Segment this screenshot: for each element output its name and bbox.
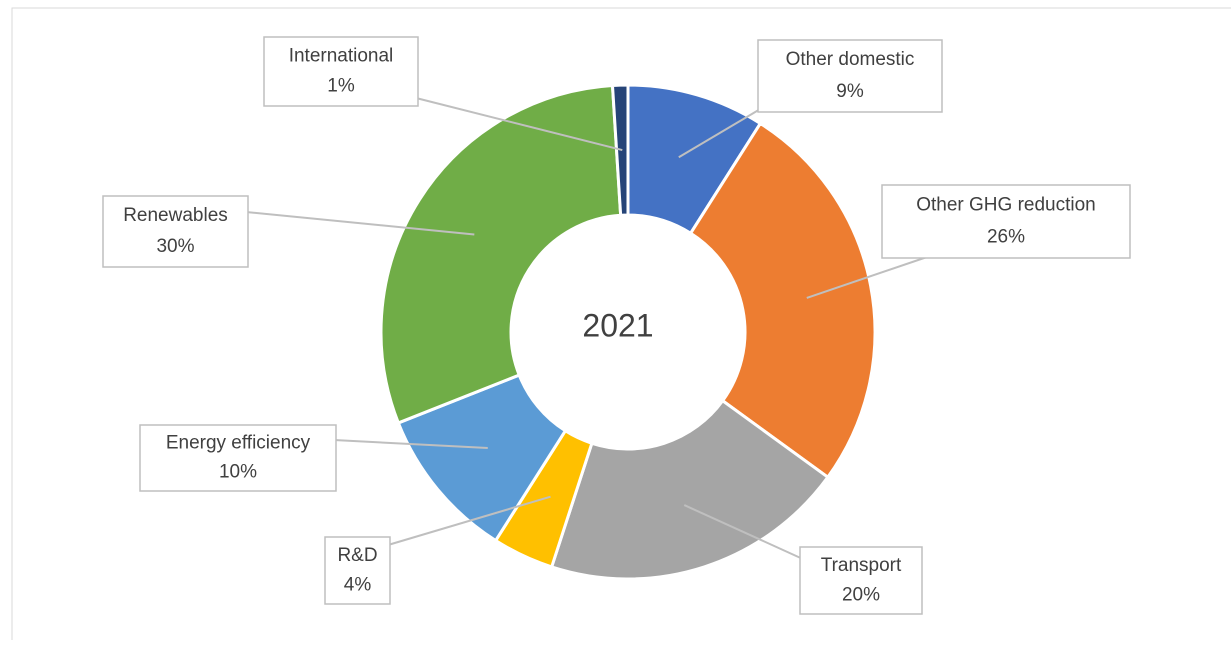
leader-line — [387, 495, 551, 546]
leader-line — [683, 504, 806, 561]
leader-line — [333, 439, 488, 450]
donut-slice — [688, 121, 877, 480]
label-value: 9% — [836, 81, 864, 102]
label-category: Transport — [821, 555, 902, 576]
label-value: 10% — [219, 462, 257, 483]
label-value: 30% — [156, 236, 194, 257]
chart-border — [11, 7, 1231, 640]
label-category: International — [289, 45, 394, 66]
label-category: Renewables — [123, 205, 228, 226]
label-value: 26% — [987, 227, 1025, 248]
leader-line — [806, 255, 931, 299]
label-box — [881, 184, 1131, 259]
donut — [379, 83, 877, 581]
donut-slice — [549, 398, 830, 581]
donut-slice — [379, 83, 623, 425]
label-category: Other GHG reduction — [916, 194, 1096, 215]
label-category: R&D — [337, 545, 377, 566]
label-box — [263, 36, 419, 107]
leader-line — [678, 107, 763, 159]
label-box — [799, 546, 923, 615]
leader-line — [415, 97, 623, 152]
label-category: Energy efficiency — [166, 432, 311, 453]
label-category: Other domestic — [786, 49, 915, 70]
label-box — [139, 424, 337, 492]
leader-line — [245, 211, 475, 236]
center-title: 2021 — [582, 307, 653, 343]
label-value: 4% — [344, 574, 372, 595]
label-box — [324, 536, 391, 605]
label-value: 20% — [842, 584, 880, 605]
data-labels: Other domestic 9% Other GHG reduction 26% Tr… — [102, 36, 1131, 615]
label-box — [102, 195, 249, 268]
label-value: 1% — [327, 76, 355, 97]
label-box — [757, 39, 943, 113]
